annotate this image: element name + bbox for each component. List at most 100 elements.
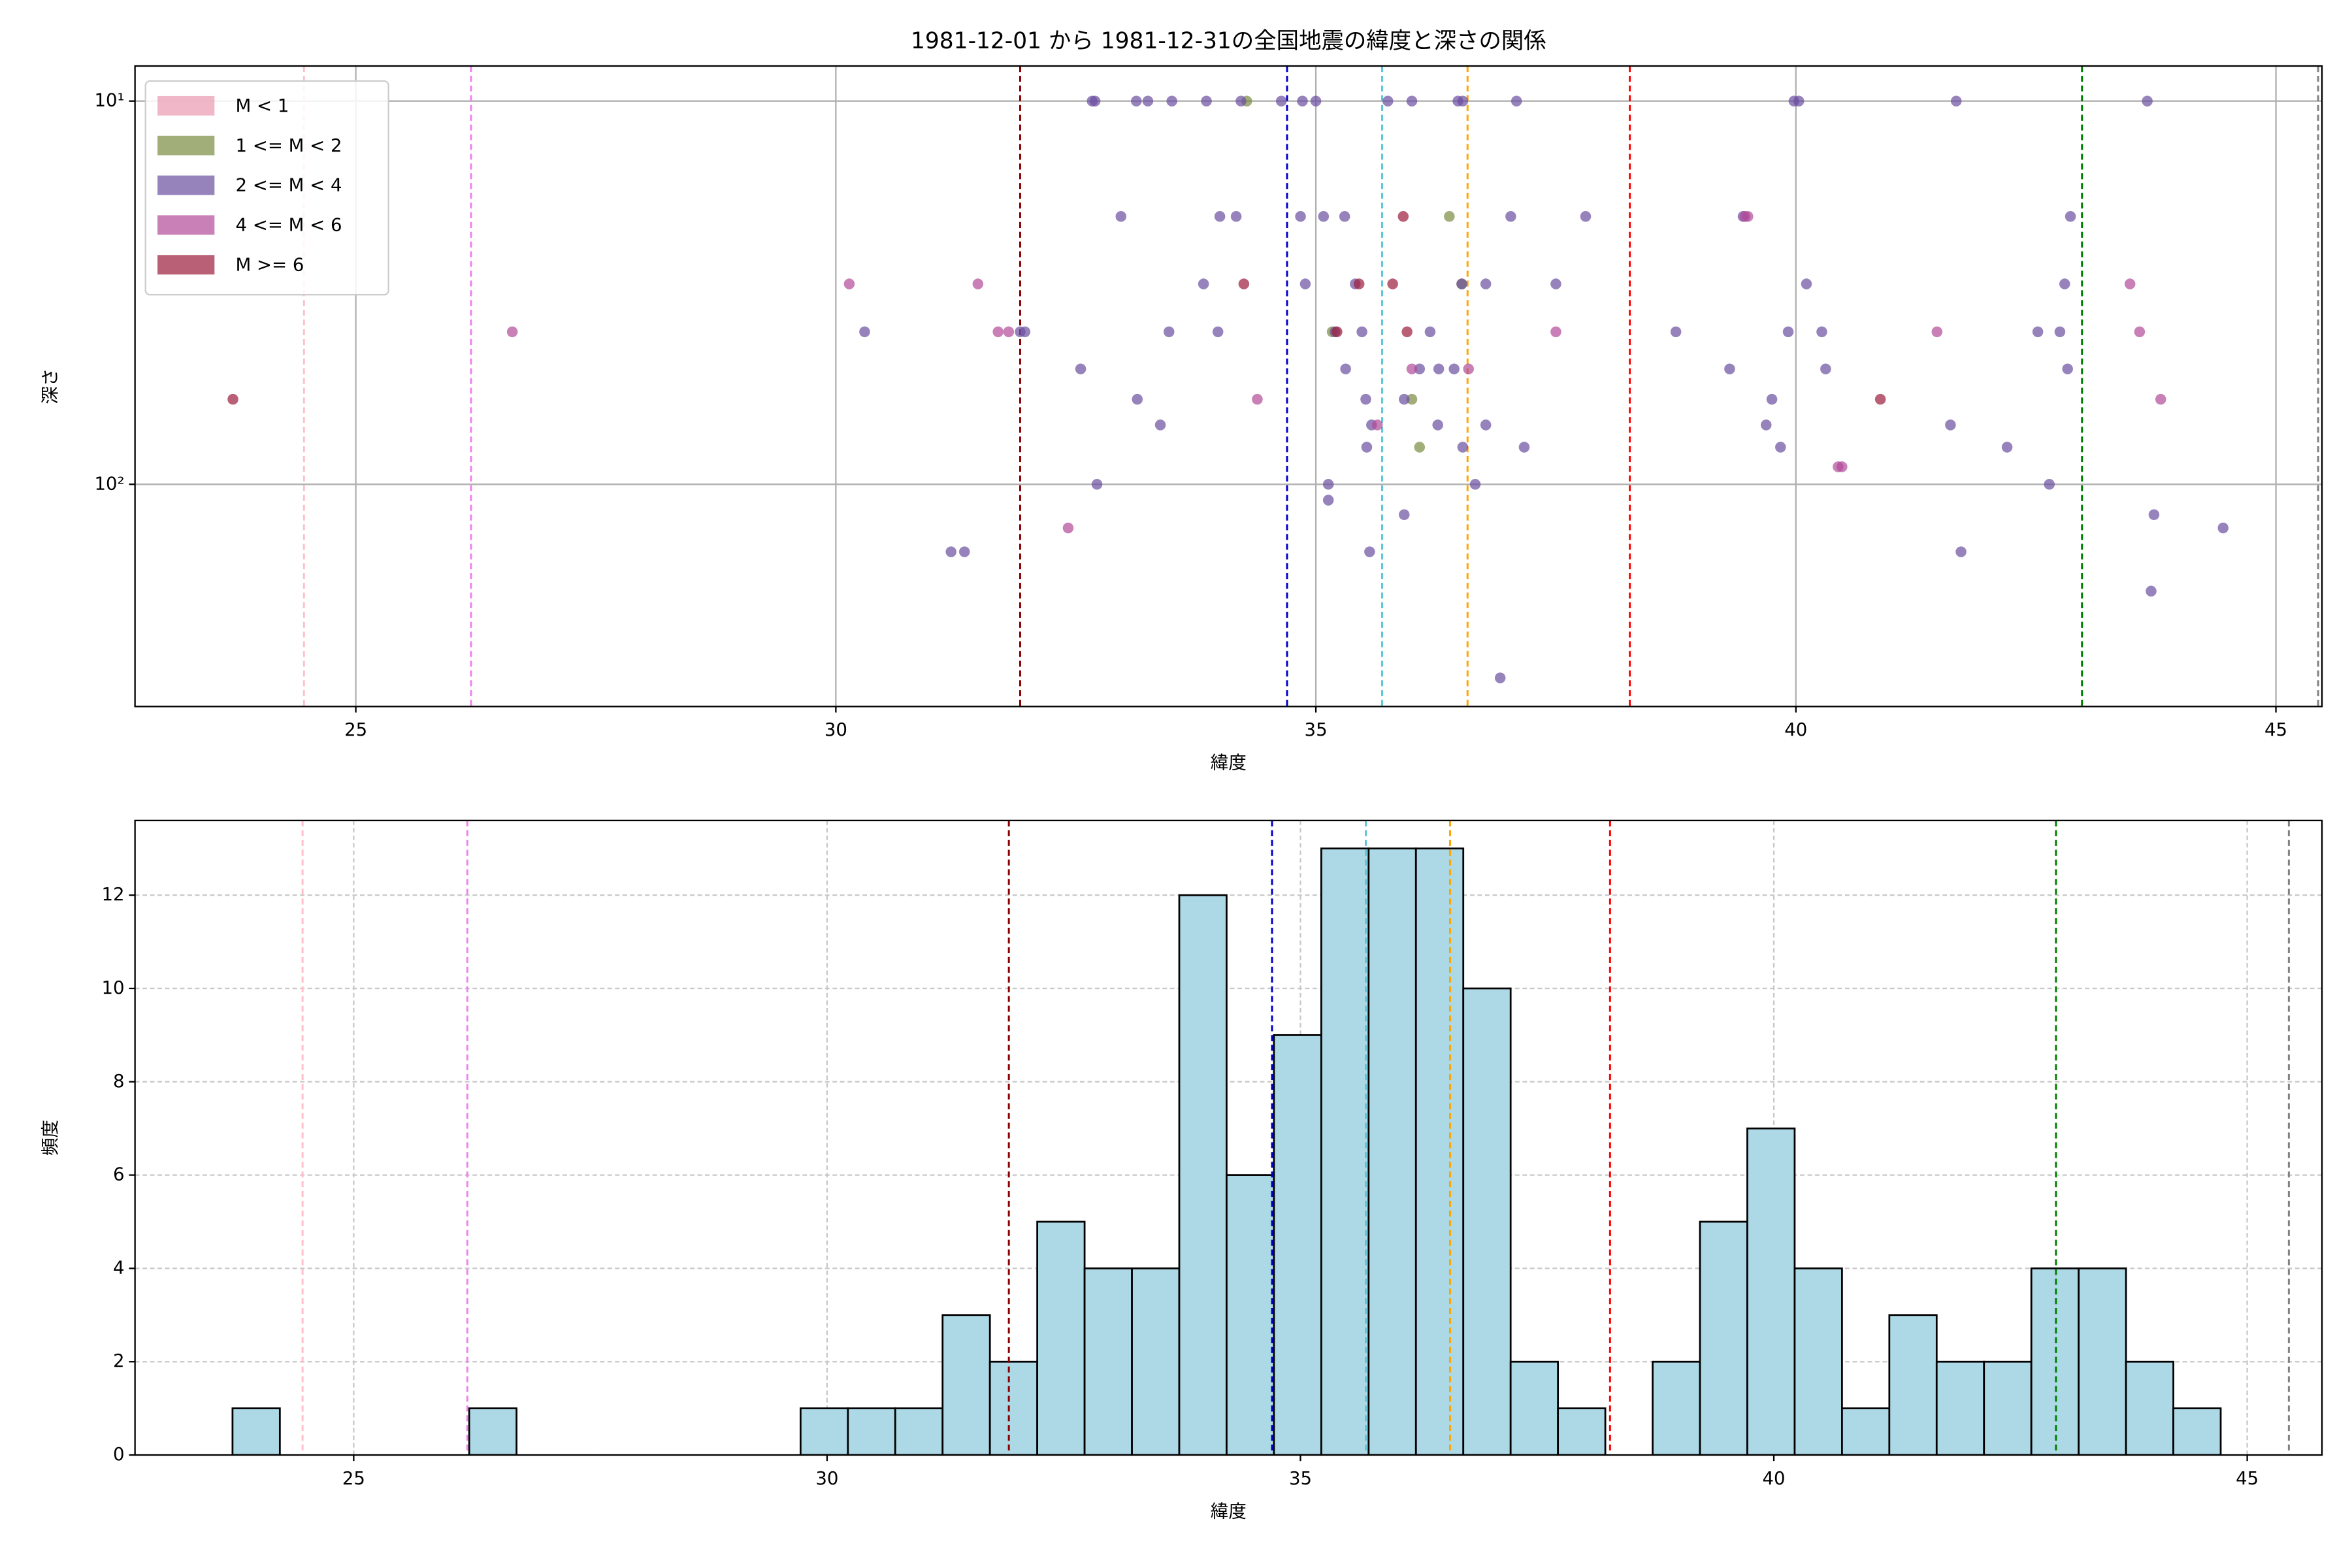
histogram-bar xyxy=(1983,1360,2033,1456)
scatter-point xyxy=(1945,419,1956,431)
scatter-point xyxy=(1760,419,1772,431)
x-tick-label: 40 xyxy=(1763,1468,1786,1489)
scatter-point xyxy=(1580,211,1592,222)
scatter-point xyxy=(1062,522,1074,534)
histogram-bar xyxy=(1699,1220,1748,1456)
x-tick-label: 45 xyxy=(2236,1468,2259,1489)
legend-label: 4 <= M < 6 xyxy=(235,215,342,236)
legend-label: M >= 6 xyxy=(235,254,304,275)
chart-title: 1981-12-01 から 1981-12-31の全国地震の緯度と深さの関係 xyxy=(911,28,1546,54)
scatter-point xyxy=(1399,509,1410,521)
histogram-bar xyxy=(231,1407,281,1456)
scatter-point xyxy=(1154,419,1166,431)
histogram-bar xyxy=(1273,1034,1322,1456)
scatter-point xyxy=(1353,278,1365,289)
scatter-point xyxy=(2148,509,2160,521)
scatter-point xyxy=(1331,326,1343,338)
scatter-point xyxy=(1361,442,1373,453)
scatter-point xyxy=(2054,326,2066,338)
scatter-point xyxy=(1364,546,1375,557)
y-tick-label: 12 xyxy=(101,884,124,905)
axes-frame xyxy=(134,819,2323,1456)
scatter-point xyxy=(1775,442,1786,453)
legend-swatch xyxy=(157,215,215,235)
scatter-point xyxy=(1318,211,1330,222)
histogram-bar xyxy=(1935,1360,1985,1456)
scatter-point xyxy=(1214,211,1226,222)
scatter-point xyxy=(1360,393,1371,405)
scatter-point xyxy=(1252,393,1263,405)
histogram-bar xyxy=(894,1407,944,1456)
scatter-point xyxy=(227,393,238,405)
y-tick-label: 0 xyxy=(113,1444,125,1465)
scatter-point xyxy=(1401,326,1413,338)
scatter-point xyxy=(1235,95,1247,106)
y-tick-label: 10¹ xyxy=(94,90,124,111)
scatter-point xyxy=(1371,419,1383,431)
scatter-point xyxy=(1511,95,1522,106)
plot-area xyxy=(135,820,2323,1456)
scatter-point xyxy=(1295,211,1306,222)
scatter-point xyxy=(1397,211,1409,222)
legend-label: 2 <= M < 4 xyxy=(235,175,342,196)
histogram-bar xyxy=(1320,847,1370,1456)
scatter-point xyxy=(1494,672,1506,683)
scatter-point xyxy=(2001,442,2013,453)
scatter-point xyxy=(1432,419,1443,431)
scatter-point xyxy=(1406,393,1418,405)
scatter-point xyxy=(1820,363,1831,374)
scatter-point xyxy=(1406,363,1418,374)
histogram-bar xyxy=(1888,1314,1938,1456)
scatter-point xyxy=(1448,363,1460,374)
histogram-bar xyxy=(1793,1267,1843,1456)
scatter-point xyxy=(1414,442,1426,453)
scatter-point xyxy=(1340,363,1351,374)
legend-frame xyxy=(144,80,389,296)
scatter-point xyxy=(1550,326,1561,338)
scatter-point xyxy=(1089,95,1101,106)
histogram-bar xyxy=(1083,1267,1133,1456)
scatter-point xyxy=(1931,326,1943,338)
scatter-point xyxy=(1166,95,1177,106)
x-tick-label: 40 xyxy=(1784,719,1807,740)
histogram-bar xyxy=(1226,1174,1275,1456)
scatter-point xyxy=(1950,95,1962,106)
scatter-point xyxy=(1837,461,1848,472)
scatter-point xyxy=(859,326,870,338)
scatter-point xyxy=(1163,326,1175,338)
scatter-point xyxy=(1322,495,1334,506)
histogram-bar xyxy=(1131,1267,1181,1456)
scatter-point xyxy=(1782,326,1794,338)
y-tick-label: 6 xyxy=(113,1164,125,1185)
plot-area xyxy=(135,66,2323,707)
y-tick-label: 2 xyxy=(113,1350,125,1371)
scatter-point xyxy=(1816,326,1827,338)
scatter-point xyxy=(1310,95,1322,106)
legend-label: M < 1 xyxy=(235,95,289,116)
scatter-point xyxy=(2065,211,2076,222)
scatter-point xyxy=(1399,393,1410,405)
scatter-point xyxy=(2134,326,2146,338)
histogram-bar xyxy=(2172,1407,2222,1456)
scatter-point xyxy=(1356,326,1367,338)
scatter-point xyxy=(506,326,518,338)
scatter-point xyxy=(1463,363,1474,374)
histogram-bar xyxy=(2125,1360,2174,1456)
histogram-bar xyxy=(847,1407,896,1456)
y-tick-label: 10² xyxy=(94,473,124,494)
scatter-point xyxy=(1550,278,1561,289)
scatter-point xyxy=(2059,278,2070,289)
scatter-point xyxy=(2124,278,2136,289)
legend: M < 1 1 <= M < 2 2 <= M < 4 4 <= M < 6 M >= … xyxy=(144,80,389,296)
scatter-point xyxy=(1406,95,1418,106)
scatter-point xyxy=(1793,95,1805,106)
scatter-point xyxy=(1091,479,1103,490)
scatter-point xyxy=(1480,419,1492,431)
x-axis-label: 緯度 xyxy=(1211,1501,1247,1522)
scatter-point xyxy=(2217,522,2229,534)
scatter-point xyxy=(1433,363,1445,374)
scatter-point xyxy=(1212,326,1224,338)
histogram-bar xyxy=(988,1360,1039,1456)
